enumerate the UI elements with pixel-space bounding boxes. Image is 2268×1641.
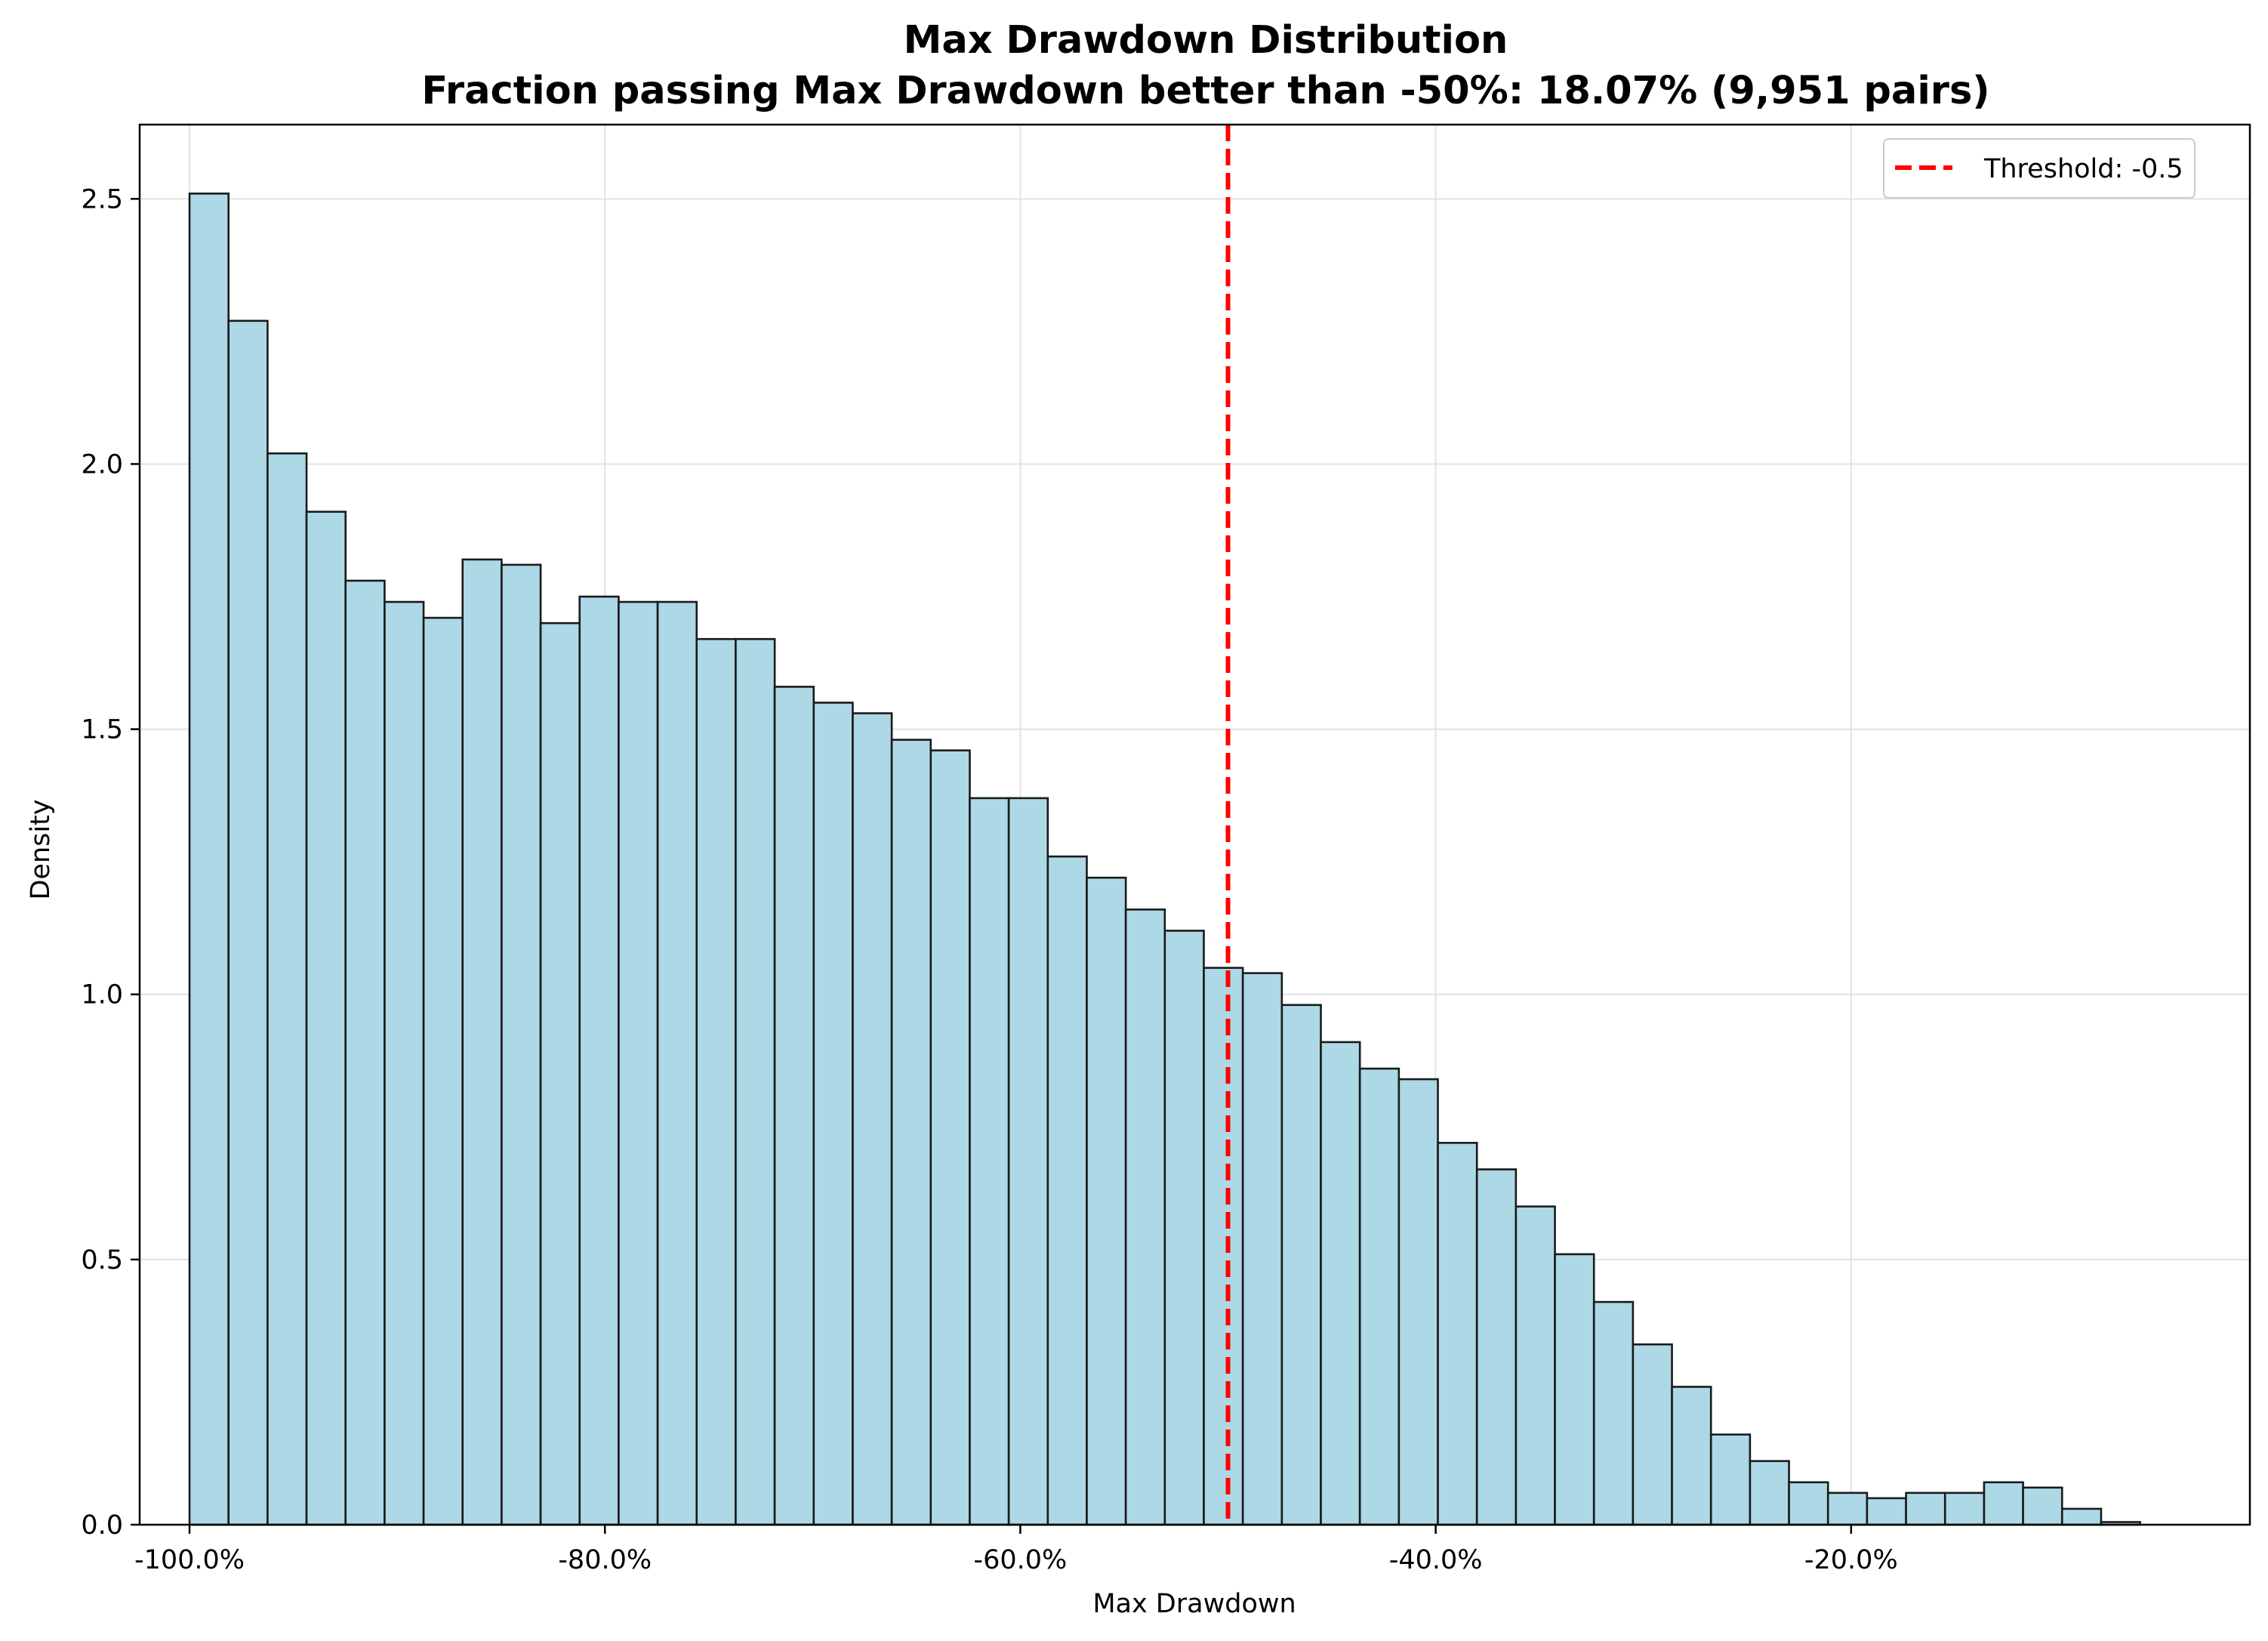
histogram-bar: [1671, 1386, 1712, 1526]
chart-title: Max Drawdown Distribution: [904, 18, 1508, 63]
histogram-bar: [1749, 1460, 1790, 1526]
plot-frame: [138, 123, 2251, 1526]
chart-subtitle: Fraction passing Max Drawdown better tha…: [421, 69, 1989, 113]
histogram-bar: [1475, 1168, 1518, 1526]
histogram-bar: [1007, 797, 1049, 1526]
histogram-bars: [188, 192, 2141, 1526]
histogram-bar: [461, 558, 503, 1526]
histogram-bar: [852, 712, 893, 1526]
histogram-bar: [1554, 1253, 1595, 1526]
histogram-bar: [384, 600, 425, 1526]
histogram-bar: [1163, 930, 1205, 1526]
histogram-bar: [188, 192, 230, 1526]
y-tick-label: 0.0: [81, 1510, 123, 1541]
histogram-bar: [1397, 1078, 1439, 1526]
histogram-bar: [1983, 1481, 2024, 1526]
histogram-bar: [539, 622, 581, 1526]
histogram-bar: [1709, 1433, 1752, 1526]
histogram-bar: [618, 600, 659, 1526]
histogram-bar: [422, 616, 464, 1526]
x-tick-label: -20.0%: [1804, 1545, 1898, 1575]
x-tick-label: -80.0%: [558, 1545, 652, 1575]
histogram-bar: [1124, 908, 1166, 1526]
histogram-bar: [1788, 1481, 1829, 1526]
histogram-bar: [1280, 1004, 1322, 1526]
x-axis-ticks: -100.0% -80.0% -60.0% -40.0% -20.0%: [134, 1525, 1898, 1575]
histogram-bar: [1437, 1142, 1478, 1526]
y-axis-ticks: 0.0 0.5 1.0 1.5 2.0 2.5: [81, 184, 140, 1541]
x-tick-label: -60.0%: [974, 1545, 1068, 1575]
histogram-bar: [735, 637, 776, 1526]
histogram-bar: [344, 579, 386, 1526]
y-tick-label: 1.5: [81, 715, 123, 745]
histogram-bar: [969, 797, 1010, 1526]
histogram-bar: [227, 319, 269, 1526]
x-tick-label: -100.0%: [134, 1545, 245, 1575]
histogram-bar: [2060, 1507, 2103, 1526]
histogram-bar: [890, 739, 932, 1526]
histogram-bar: [501, 563, 542, 1526]
histogram-bar: [1592, 1300, 1635, 1526]
histogram-bar: [1358, 1067, 1401, 1526]
histogram-bar: [1320, 1041, 1361, 1526]
y-tick-label: 1.0: [81, 980, 123, 1010]
histogram-bar: [929, 749, 971, 1526]
y-tick-label: 0.5: [81, 1245, 123, 1275]
x-tick-label: -40.0%: [1389, 1545, 1483, 1575]
histogram-bar: [1905, 1491, 1946, 1526]
y-tick-label: 2.5: [81, 184, 123, 214]
histogram-bar: [1826, 1491, 1869, 1526]
legend: Threshold: -0.5: [1883, 138, 2196, 199]
histogram-bar: [812, 702, 854, 1526]
histogram-bar: [1943, 1491, 1986, 1526]
histogram-bar: [773, 686, 815, 1526]
legend-threshold-label: Threshold: -0.5: [1983, 154, 2183, 184]
histogram-bar: [1515, 1205, 1556, 1526]
y-tick-label: 2.0: [81, 449, 123, 480]
legend-box: [1883, 138, 2196, 199]
histogram-bar: [1241, 972, 1283, 1526]
histogram-bar: [305, 510, 347, 1526]
histogram-bar: [1632, 1343, 1673, 1526]
histogram-bar: [656, 600, 698, 1526]
histogram-bar: [267, 452, 308, 1526]
histogram-bar: [1086, 876, 1127, 1526]
histogram-bar: [695, 637, 737, 1526]
histogram-bar: [578, 595, 620, 1526]
histogram-bar: [1046, 855, 1088, 1526]
x-axis-label: Max Drawdown: [1092, 1589, 1296, 1619]
histogram-bar: [2022, 1486, 2063, 1526]
histogram-bar: [1866, 1497, 1907, 1526]
histogram-bar: [1203, 967, 1244, 1526]
y-axis-label: Density: [26, 799, 56, 899]
